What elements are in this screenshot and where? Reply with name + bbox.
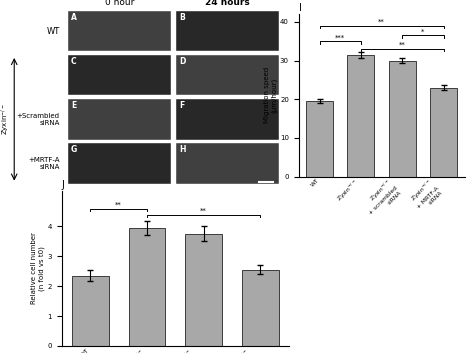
- Bar: [185, 234, 222, 346]
- Bar: [389, 60, 416, 176]
- Bar: [176, 55, 279, 95]
- Text: G: G: [71, 145, 77, 154]
- Text: B: B: [179, 13, 185, 22]
- Text: ***: ***: [335, 35, 346, 41]
- Bar: [68, 99, 171, 139]
- Bar: [68, 55, 171, 95]
- Text: F: F: [179, 101, 184, 110]
- Text: +MRTF-A
siRNA: +MRTF-A siRNA: [28, 157, 60, 170]
- Text: Zyxin$^{-/-}$: Zyxin$^{-/-}$: [0, 103, 12, 135]
- Bar: [72, 276, 109, 346]
- Bar: [176, 143, 279, 184]
- Text: 0 hour: 0 hour: [105, 0, 134, 7]
- Text: H: H: [179, 145, 186, 154]
- Bar: [128, 228, 165, 346]
- Text: C: C: [71, 57, 77, 66]
- Text: WT: WT: [46, 27, 60, 36]
- Text: I: I: [299, 3, 301, 13]
- Bar: [176, 11, 279, 52]
- Bar: [68, 143, 171, 184]
- Text: J: J: [62, 180, 64, 190]
- Bar: [176, 99, 279, 139]
- Text: **: **: [201, 208, 207, 214]
- Bar: [347, 55, 374, 176]
- Text: E: E: [71, 101, 76, 110]
- Text: **: **: [378, 19, 385, 25]
- Y-axis label: Relative cell number
(n fold vs t0): Relative cell number (n fold vs t0): [31, 232, 45, 304]
- Text: 24 hours: 24 hours: [205, 0, 250, 7]
- Bar: [430, 88, 457, 176]
- Text: +Scrambled
siRNA: +Scrambled siRNA: [17, 113, 60, 126]
- Text: A: A: [71, 13, 77, 22]
- Bar: [306, 101, 333, 176]
- Text: *: *: [421, 29, 425, 35]
- Y-axis label: Migration speed
(μm/hour): Migration speed (μm/hour): [264, 67, 277, 123]
- Text: **: **: [115, 202, 122, 208]
- Text: D: D: [179, 57, 185, 66]
- Text: **: **: [399, 42, 406, 48]
- Bar: [68, 11, 171, 52]
- Bar: [242, 270, 279, 346]
